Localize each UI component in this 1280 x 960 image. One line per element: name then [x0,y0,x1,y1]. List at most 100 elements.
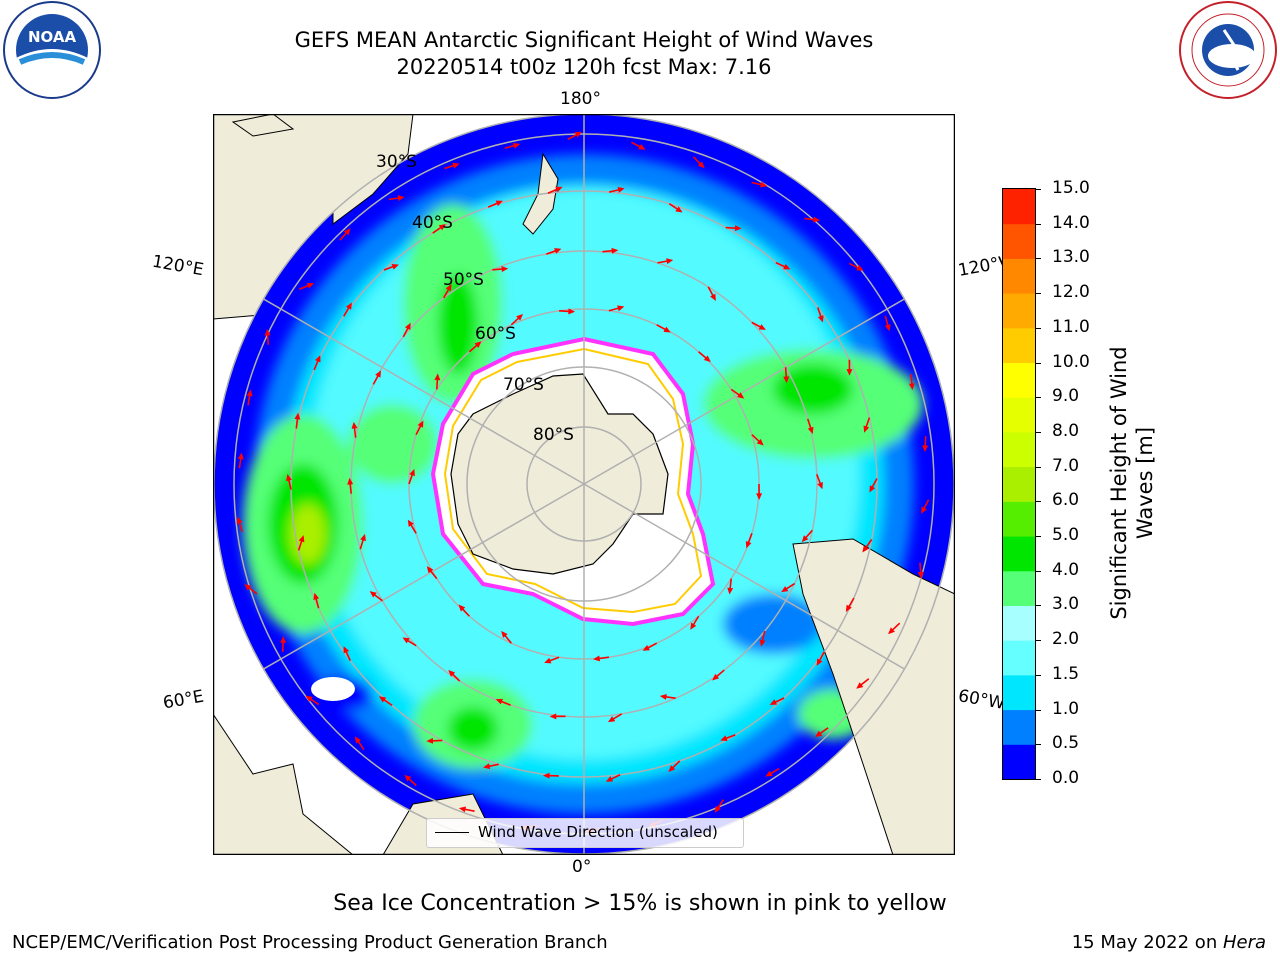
wave-direction-arrow [659,693,676,700]
wave-direction-arrow [801,529,813,543]
colorbar-segment [1003,709,1035,745]
colorbar-segment [1003,258,1035,294]
wave-direction-arrow [608,305,625,312]
wave-direction-arrow [884,315,891,332]
wave-direction-arrow [264,328,271,345]
wave-direction-arrow [343,302,352,317]
wave-direction-arrow [656,324,671,333]
wave-direction-arrow [280,636,287,653]
wave-direction-arrow [816,651,825,666]
wave-direction-arrow [351,421,358,438]
wave-direction-arrow [546,248,562,255]
wave-direction-arrow [567,131,582,141]
wave-direction-arrow [402,637,417,647]
wave-direction-arrow [559,308,576,315]
wave-direction-arrow [657,258,674,265]
colorbar-tick-label: 6.0 [1052,490,1080,511]
wave-direction-arrow [542,772,559,779]
wave-direction-arrow [751,181,768,188]
wave-direction-arrow [751,434,764,446]
colorbar-tick-label: 8.0 [1052,420,1080,441]
colorbar-tick-label: 11.0 [1052,316,1090,337]
colorbar-tick-label: 4.0 [1052,559,1080,580]
colorbar-tick-label: 12.0 [1052,282,1090,303]
wave-direction-arrow [448,669,461,682]
colorbar-label-line1: Significant Height of Wind [1107,346,1131,620]
wave-direction-arrow [668,203,683,213]
wave-direction-arrow [863,417,871,433]
wave-direction-arrow [751,321,766,330]
wave-direction-arrow [845,597,855,612]
wave-direction-arrow [343,646,351,661]
wave-direction-arrow [458,806,475,813]
colorbar-tick-label: 5.0 [1052,525,1080,546]
colorbar-segment [1003,536,1035,572]
colorbar-tick-mark [1035,189,1041,190]
colorbar-tick-label: 1.5 [1052,663,1080,684]
wave-direction-arrow [443,283,452,299]
lon-label-0: 0° [572,857,592,877]
colorbar-segment [1003,570,1035,606]
colorbar-segment [1003,293,1035,329]
colorbar-tick-mark [1035,293,1041,295]
wave-direction-arrow [426,737,443,744]
colorbar-segment [1003,501,1035,537]
colorbar-segment [1003,431,1035,468]
colorbar-tick-label: 0.5 [1052,733,1080,754]
colorbar-tick-mark [1035,466,1041,468]
colorbar-tick-label: 7.0 [1052,455,1080,476]
wave-direction-arrow [608,187,625,193]
wave-direction-arrow [848,262,864,271]
wave-direction-arrow [547,186,563,194]
wave-direction-arrow [468,341,482,353]
wave-direction-arrow [244,584,258,595]
wave-direction-arrow [698,351,711,363]
footer-branch: NCEP/EMC/Verification Post Processing Pr… [12,932,608,953]
colorbar-tick-mark [1035,258,1041,260]
wave-direction-arrow [294,412,301,429]
wave-direction-arrow [692,156,705,169]
wave-direction-arrow [605,774,621,782]
colorbar-tick-mark [1035,223,1041,225]
lat-label-40s: 40°S [412,213,453,233]
lat-label-50s: 50°S [443,270,484,290]
nws-logo-icon [1176,0,1280,100]
wave-direction-arrow [237,452,244,469]
wave-direction-arrow [383,264,399,271]
wave-direction-arrow [730,388,745,399]
colorbar-label-line2: Waves [m] [1133,426,1157,540]
colorbar-segment [1003,189,1035,225]
meridian-line [219,483,585,695]
colorbar-segment [1003,466,1035,502]
colorbar-tick-mark [1035,605,1041,607]
wave-direction-arrow [783,367,790,384]
wave-direction-arrow [369,591,383,602]
legend-line-icon [435,832,469,833]
colorbar-tick-label: 15.0 [1052,178,1090,198]
noaa-logo-text: NOAA [28,28,77,46]
wave-direction-arrow [745,533,753,549]
wave-direction-arrow [407,519,417,534]
polar-map [212,113,956,856]
wave-direction-arrow [759,630,766,647]
colorbar-tick-mark [1035,362,1041,364]
colorbar-tick-mark [1035,397,1041,399]
wave-direction-arrow [888,622,901,635]
colorbar-segment [1003,362,1035,398]
wave-direction-arrow [642,642,658,651]
wave-direction-arrow [712,669,725,681]
wave-direction-arrow [846,359,853,376]
chart-title: GEFS MEAN Antarctic Significant Height o… [294,28,874,52]
wave-direction-arrow [415,420,424,436]
colorbar-segment [1003,605,1035,641]
wave-direction-arrow [487,200,503,208]
meridian-line [219,273,585,485]
colorbar-tick-mark [1035,536,1041,538]
footer-date-text: 15 May 2022 on [1071,932,1223,953]
wave-direction-arrow [388,195,405,202]
wave-direction-arrow [339,228,351,241]
wave-direction-arrow [305,695,320,706]
wave-direction-arrow [408,468,415,485]
wave-direction-arrow [404,774,417,787]
wave-direction-arrow [714,799,725,813]
